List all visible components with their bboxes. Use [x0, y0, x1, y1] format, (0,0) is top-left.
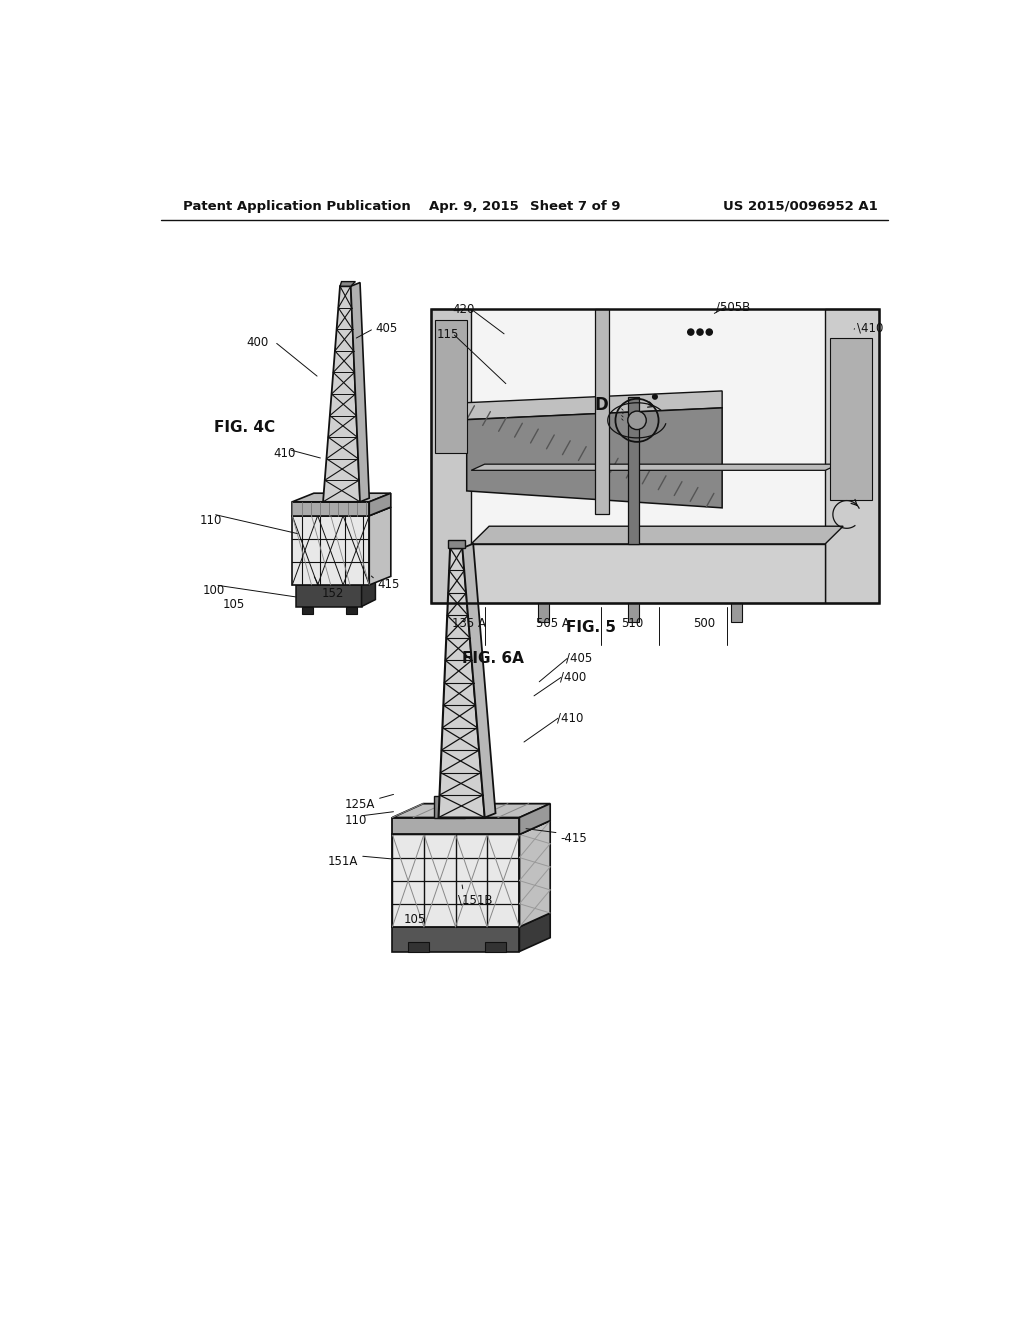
Polygon shape [292, 516, 370, 585]
Polygon shape [292, 494, 391, 502]
Polygon shape [519, 913, 550, 952]
Text: /505B: /505B [716, 300, 750, 313]
Polygon shape [392, 817, 519, 834]
Polygon shape [434, 796, 465, 817]
Text: 400: 400 [246, 335, 268, 348]
Text: 125A: 125A [345, 797, 375, 810]
Text: 110: 110 [200, 515, 222, 527]
Polygon shape [471, 544, 825, 603]
Circle shape [688, 329, 694, 335]
Polygon shape [465, 792, 476, 817]
Bar [431, 309, 879, 462]
Polygon shape [392, 927, 519, 952]
Polygon shape [519, 804, 550, 834]
Text: D: D [595, 396, 608, 414]
Polygon shape [346, 607, 357, 614]
Text: 410: 410 [273, 447, 295, 461]
Text: 151A: 151A [328, 855, 358, 869]
Circle shape [697, 329, 703, 335]
Polygon shape [463, 544, 496, 817]
Polygon shape [467, 391, 722, 420]
Text: /400: /400 [560, 671, 587, 684]
Circle shape [652, 395, 657, 399]
Polygon shape [370, 494, 391, 516]
Polygon shape [296, 585, 361, 607]
Text: 152: 152 [322, 587, 344, 601]
Text: \410: \410 [857, 322, 884, 335]
Text: US 2015/0096952 A1: US 2015/0096952 A1 [723, 199, 878, 213]
Polygon shape [484, 942, 506, 952]
Text: 115: 115 [437, 327, 460, 341]
Bar [431, 309, 471, 603]
Polygon shape [392, 834, 519, 927]
Text: 415: 415 [377, 578, 399, 591]
Polygon shape [438, 548, 484, 817]
Bar [431, 309, 879, 603]
Polygon shape [392, 821, 550, 834]
Bar [829, 338, 872, 500]
Polygon shape [467, 408, 722, 508]
Text: Apr. 9, 2015  Sheet 7 of 9: Apr. 9, 2015 Sheet 7 of 9 [429, 199, 621, 213]
Text: 500: 500 [692, 616, 715, 630]
Polygon shape [323, 286, 360, 502]
Text: FIG. 6A: FIG. 6A [462, 651, 523, 667]
Text: /405: /405 [566, 651, 593, 664]
Text: 100: 100 [203, 585, 225, 597]
Bar [628, 397, 639, 544]
Polygon shape [340, 281, 355, 286]
Text: 420: 420 [453, 304, 475, 317]
Text: 105: 105 [223, 598, 245, 611]
Text: 505 A: 505 A [537, 616, 570, 630]
Text: FIG. 5: FIG. 5 [566, 620, 616, 635]
Circle shape [707, 329, 713, 335]
Polygon shape [292, 507, 391, 516]
Text: -415: -415 [560, 832, 587, 845]
Polygon shape [408, 942, 429, 952]
Polygon shape [447, 540, 465, 548]
Polygon shape [361, 578, 376, 607]
Text: Patent Application Publication: Patent Application Publication [183, 199, 411, 213]
Text: 405: 405 [376, 322, 397, 335]
Text: /410: /410 [557, 711, 584, 725]
Polygon shape [296, 578, 376, 585]
Polygon shape [471, 527, 843, 544]
Polygon shape [519, 821, 550, 927]
Polygon shape [471, 465, 839, 470]
Bar [595, 309, 609, 515]
Polygon shape [302, 607, 313, 614]
Polygon shape [392, 913, 550, 927]
Bar [539, 603, 549, 622]
Circle shape [628, 411, 646, 429]
Polygon shape [370, 507, 391, 585]
Bar [731, 603, 741, 622]
Polygon shape [351, 282, 370, 502]
Text: \151B: \151B [458, 894, 493, 907]
Text: 105: 105 [403, 913, 426, 927]
Text: 110: 110 [345, 814, 367, 828]
Text: 510: 510 [621, 616, 643, 630]
Text: 135 A: 135 A [453, 616, 486, 630]
Bar [435, 321, 467, 453]
Bar [628, 603, 639, 622]
Text: FIG. 4C: FIG. 4C [214, 420, 274, 436]
Bar [431, 309, 879, 603]
Polygon shape [392, 804, 550, 817]
Bar [825, 309, 879, 603]
Polygon shape [292, 502, 370, 516]
